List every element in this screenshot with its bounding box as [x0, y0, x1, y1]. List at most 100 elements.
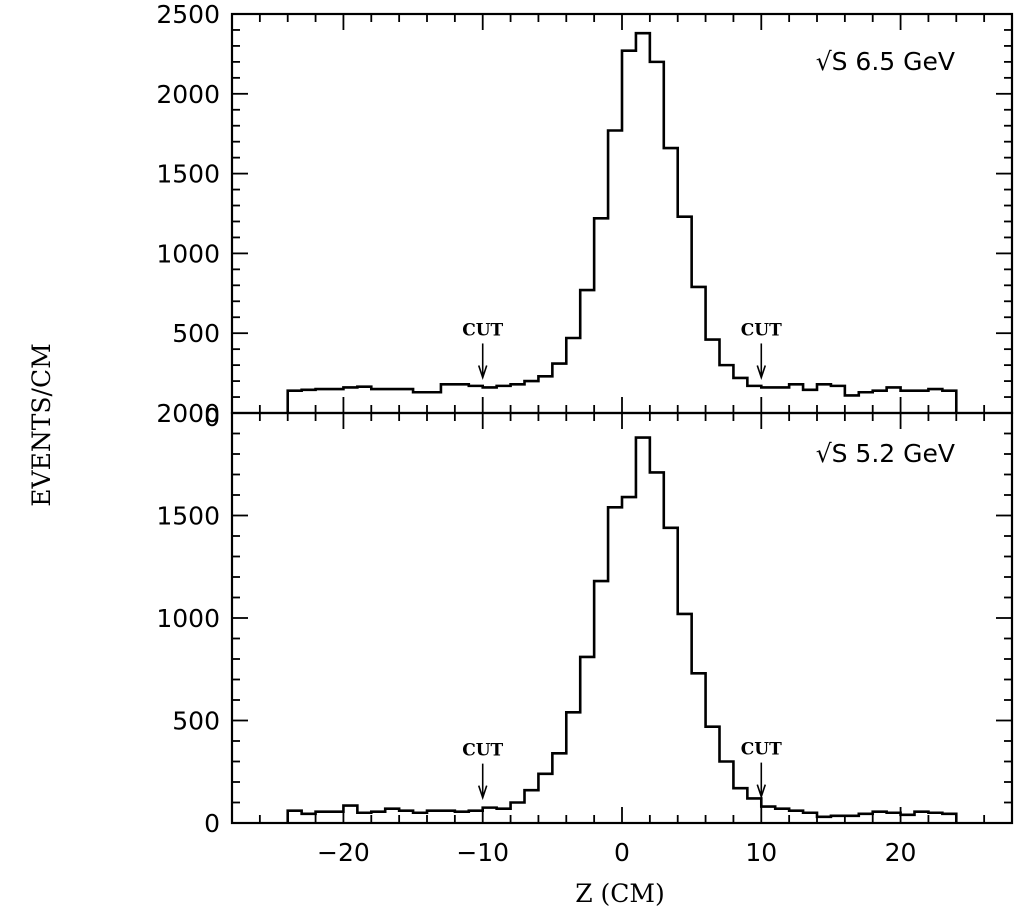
top-histogram-bin	[873, 391, 887, 413]
top-histogram-bin	[413, 392, 427, 413]
top-histogram-bin	[316, 389, 330, 413]
bottom-x-tick-label: 0	[614, 838, 630, 867]
top-histogram-bin	[580, 290, 594, 413]
bottom-histogram-bin	[733, 788, 747, 823]
bottom-histogram-bin	[859, 814, 873, 823]
bottom-histogram-bin	[525, 790, 539, 823]
bottom-histogram-bin	[650, 472, 664, 823]
bottom-y-tick-label: 2000	[156, 399, 220, 428]
bottom-y-tick-label: 1500	[156, 502, 220, 531]
top-histogram-series	[286, 31, 958, 413]
bottom-histogram-bin	[887, 813, 901, 823]
bottom-histogram-bin	[942, 814, 956, 823]
bottom-histogram-bin	[817, 817, 831, 823]
top-histogram-bin	[371, 389, 385, 413]
bottom-histogram-bin	[566, 712, 580, 823]
x-axis-label: Z (CM)	[575, 879, 665, 908]
top-histogram-bin	[608, 131, 622, 413]
top-cut-label: CUT	[462, 320, 503, 340]
top-histogram-bin	[817, 384, 831, 413]
bottom-histogram-bin	[455, 812, 469, 823]
top-histogram-bin	[859, 392, 873, 413]
bottom-histogram-bin	[288, 811, 302, 823]
top-cut-arrowhead	[477, 365, 488, 380]
top-histogram-bin	[887, 387, 901, 413]
top-histogram-bin	[831, 386, 845, 413]
bottom-histogram-bin	[636, 438, 650, 823]
bottom-histogram-bin	[789, 811, 803, 823]
bottom-histogram-bin	[761, 807, 775, 823]
bottom-histogram-bin	[399, 811, 413, 823]
top-histogram-bin	[483, 387, 497, 413]
bottom-histogram-bin	[720, 762, 734, 824]
bottom-histogram-bin	[915, 812, 929, 823]
bottom-histogram-bin	[552, 753, 566, 823]
bottom-histogram-bin	[497, 809, 511, 823]
top-histogram-bin	[733, 378, 747, 413]
top-y-tick-label: 1000	[156, 239, 220, 268]
bottom-histogram-bin	[747, 798, 761, 823]
bottom-histogram-series	[286, 436, 958, 823]
top-y-tick-label: 2500	[156, 0, 220, 29]
top-histogram-bin	[650, 62, 664, 413]
bottom-cut-arrowhead	[756, 784, 767, 800]
bottom-histogram-bin	[803, 813, 817, 823]
top-histogram-bin	[552, 364, 566, 413]
bottom-histogram-bin	[928, 813, 942, 823]
bottom-histogram-bin	[678, 614, 692, 823]
top-histogram-bin	[441, 384, 455, 413]
bottom-cut-label: CUT	[462, 741, 503, 761]
bottom-x-tick-label: −20	[317, 838, 370, 867]
bottom-histogram-bin	[371, 812, 385, 823]
bottom-histogram-bin	[580, 657, 594, 823]
bottom-histogram-bin	[511, 803, 525, 824]
bottom-histogram-bin	[343, 806, 357, 823]
top-histogram-bin	[427, 392, 441, 413]
top-histogram-bin	[915, 391, 929, 413]
bottom-histogram-bin	[302, 814, 316, 823]
top-y-tick-label: 1500	[156, 160, 220, 189]
bottom-x-tick-label: 20	[885, 838, 917, 867]
top-histogram-bin	[692, 287, 706, 413]
bottom-histogram-bin	[427, 811, 441, 823]
top-histogram-bin	[636, 33, 650, 413]
top-histogram-bin	[664, 148, 678, 413]
bottom-histogram-bin	[357, 813, 371, 823]
bottom-histogram-bin	[622, 497, 636, 823]
top-histogram-bin	[747, 386, 761, 413]
top-histogram-bin	[538, 376, 552, 413]
top-histogram-bin	[469, 386, 483, 413]
bottom-histogram-bin	[901, 815, 915, 823]
top-histogram-bin	[789, 384, 803, 413]
bottom-histogram-bin	[664, 528, 678, 823]
top-histogram-bin	[385, 389, 399, 413]
top-histogram-bin	[901, 391, 915, 413]
bottom-histogram-bin	[441, 811, 455, 823]
bottom-y-tick-label: 500	[172, 707, 220, 736]
top-histogram-bin	[942, 391, 956, 413]
y-axis-label: EVENTS/CM	[27, 343, 56, 506]
top-histogram-bin	[302, 390, 316, 413]
bottom-y-tick-label: 0	[204, 809, 220, 838]
bottom-histogram-bin	[608, 507, 622, 823]
top-histogram-bin	[343, 387, 357, 413]
bottom-energy-label: √S 5.2 GeV	[816, 439, 955, 468]
top-y-tick-label: 2000	[156, 80, 220, 109]
top-histogram-bin	[455, 384, 469, 413]
top-panel-6p5-gev: 0 500 1000 1500 2000 2500 CUT CUT √S 6.5 GeV	[156, 0, 1014, 432]
bottom-histogram-bin	[330, 812, 344, 823]
bottom-x-tick-label: 10	[745, 838, 777, 867]
bottom-histogram-bin	[413, 813, 427, 823]
top-histogram-bin	[803, 390, 817, 413]
bottom-histogram-bin	[706, 727, 720, 823]
top-histogram-bin	[622, 51, 636, 413]
top-histogram-bin	[720, 365, 734, 413]
bottom-histogram-bin	[692, 673, 706, 823]
top-histogram-bin	[497, 386, 511, 413]
top-histogram-bin	[706, 340, 720, 413]
top-cut-arrowhead	[756, 365, 767, 380]
top-histogram-bin	[399, 389, 413, 413]
bottom-histogram-bin	[831, 816, 845, 823]
bottom-histogram-bin	[538, 774, 552, 823]
top-cut-label: CUT	[741, 320, 782, 340]
